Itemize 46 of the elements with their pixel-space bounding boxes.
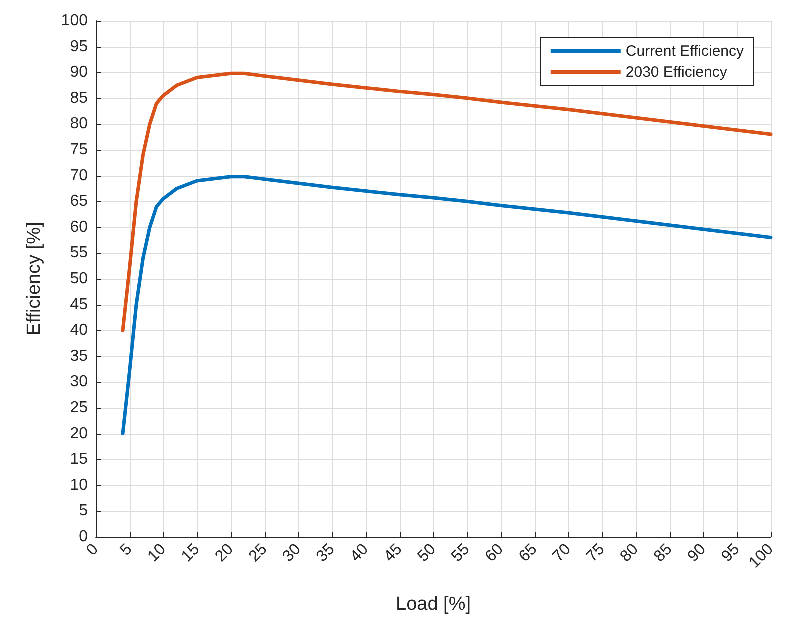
line-series bbox=[121, 175, 773, 436]
x-tick-label: 65 bbox=[516, 540, 541, 566]
y-tick-label: 75 bbox=[70, 142, 88, 158]
x-tick-label: 20 bbox=[212, 540, 238, 566]
y-tick-label: 50 bbox=[70, 270, 88, 288]
x-tick-label: 40 bbox=[347, 540, 372, 566]
legend-label: 2030 Efficiency bbox=[626, 64, 728, 81]
y-tick-label: 15 bbox=[70, 451, 88, 468]
y-tick-label: 5 bbox=[79, 502, 88, 520]
x-tick-label: 100 bbox=[746, 540, 778, 572]
y-tick-label: 90 bbox=[70, 64, 88, 82]
x-tick-label: 25 bbox=[246, 540, 271, 566]
y-tick-label: 80 bbox=[70, 116, 88, 133]
y-tick-label: 70 bbox=[70, 167, 88, 184]
y-tick-label: 60 bbox=[70, 218, 88, 236]
x-tick-label: 95 bbox=[718, 540, 744, 566]
y-tick-label: 40 bbox=[70, 322, 88, 340]
x-tick-label: 30 bbox=[280, 540, 305, 566]
x-tick-label: 5 bbox=[117, 540, 136, 560]
x-tick-label: 35 bbox=[314, 540, 338, 566]
y-tick-label: 85 bbox=[70, 90, 88, 107]
x-tick-label: 70 bbox=[550, 540, 575, 566]
y-tick-label: 0 bbox=[79, 528, 88, 546]
y-tick-label: 55 bbox=[70, 244, 88, 262]
x-tick-label: 90 bbox=[684, 540, 710, 566]
x-tick-label: 50 bbox=[414, 540, 440, 566]
x-tick-label: 80 bbox=[617, 540, 642, 566]
y-tick-label: 35 bbox=[70, 348, 88, 365]
y-tick-label: 10 bbox=[70, 476, 88, 494]
y-tick-label: 45 bbox=[70, 296, 88, 314]
x-tick-label: 85 bbox=[651, 540, 676, 566]
y-tick-label: 95 bbox=[70, 38, 88, 56]
x-axis-title: Load [%] bbox=[396, 594, 471, 615]
y-tick-label: 30 bbox=[70, 374, 88, 391]
y-axis-title: Efficiency [%] bbox=[24, 222, 45, 336]
x-tick-label: 15 bbox=[178, 540, 204, 566]
y-tick-label: 65 bbox=[70, 193, 88, 210]
y-tick-label: 100 bbox=[61, 12, 88, 30]
y-tick-label: 20 bbox=[70, 425, 88, 442]
x-tick-label: 60 bbox=[482, 540, 508, 566]
x-tick-label: 55 bbox=[448, 540, 474, 566]
y-tick-label: 25 bbox=[70, 400, 88, 416]
legend-label: Current Efficiency bbox=[626, 43, 744, 60]
x-tick-label: 45 bbox=[381, 540, 406, 566]
x-tick-label: 75 bbox=[584, 540, 608, 566]
x-tick-label: 10 bbox=[144, 540, 170, 566]
